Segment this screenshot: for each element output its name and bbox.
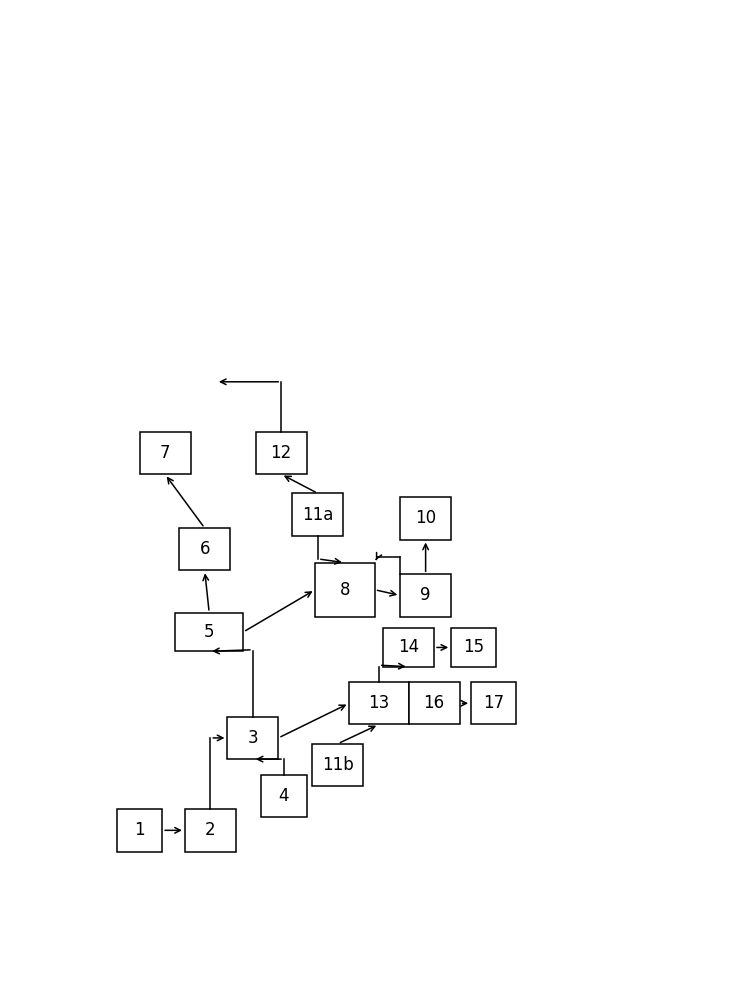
Bar (471, 682, 516, 724)
Bar (140, 432, 191, 474)
Bar (175, 613, 243, 651)
Bar (383, 628, 434, 667)
Text: 12: 12 (270, 444, 292, 462)
Text: 17: 17 (483, 694, 504, 712)
Bar (179, 528, 230, 570)
Bar (262, 774, 307, 817)
Bar (292, 493, 344, 536)
Text: 11a: 11a (303, 506, 333, 524)
Bar (349, 682, 409, 724)
Text: 10: 10 (415, 509, 436, 527)
Text: 1: 1 (135, 821, 145, 839)
Text: 5: 5 (204, 623, 214, 641)
Text: 14: 14 (398, 638, 419, 656)
Bar (312, 744, 363, 786)
Text: 13: 13 (368, 694, 390, 712)
Text: 6: 6 (200, 540, 210, 558)
Text: 2: 2 (205, 821, 216, 839)
Text: 4: 4 (279, 787, 289, 805)
Bar (185, 809, 236, 852)
Bar (400, 497, 451, 540)
Bar (451, 628, 496, 667)
Text: 7: 7 (160, 444, 170, 462)
Text: 16: 16 (423, 694, 444, 712)
Text: 15: 15 (463, 638, 485, 656)
Text: 11b: 11b (322, 756, 354, 774)
Bar (256, 432, 307, 474)
Bar (315, 563, 374, 617)
Bar (409, 682, 460, 724)
Text: 8: 8 (340, 581, 350, 599)
Text: 3: 3 (248, 729, 258, 747)
Bar (227, 717, 279, 759)
Text: 9: 9 (420, 586, 431, 604)
Bar (400, 574, 451, 617)
Bar (117, 809, 162, 852)
